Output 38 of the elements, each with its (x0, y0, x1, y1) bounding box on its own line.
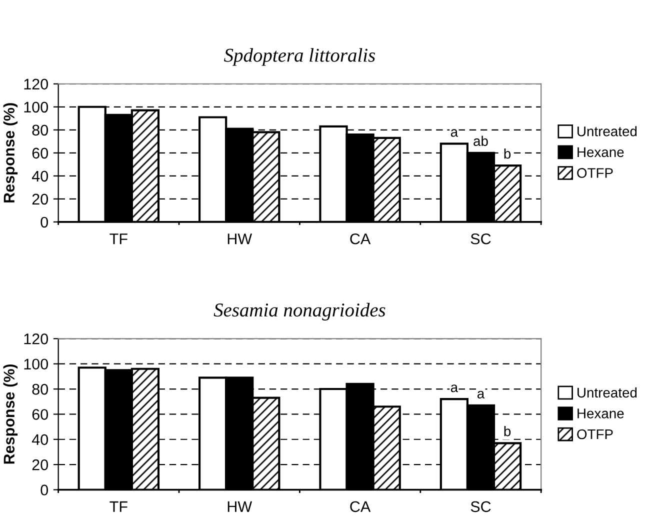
x-tick-label: SC (470, 501, 491, 512)
y-tick-label: 120 (24, 334, 48, 344)
legend-label: Untreated (578, 126, 637, 136)
chart-title: Sesamia nonagrioides (214, 302, 386, 321)
y-tick-label: 0 (40, 484, 48, 496)
y-tick-label: 20 (32, 459, 48, 470)
x-tick-label: TF (110, 234, 128, 244)
y-tick-label: 60 (32, 148, 48, 159)
legend-label: OTFP (577, 429, 613, 440)
y-tick-label: 40 (32, 170, 48, 182)
x-tick-label: TF (110, 501, 128, 512)
x-tick-label: HW (228, 234, 252, 244)
annotation: a (450, 129, 458, 137)
legend-label: Hexane (578, 147, 624, 158)
y-tick-label: 100 (24, 358, 48, 370)
legend-label: OTFP (577, 168, 613, 178)
annotation: a (477, 390, 485, 398)
y-tick-label: 0 (40, 216, 48, 228)
y-tick-label: 20 (32, 194, 48, 205)
x-tick-label: CA (350, 501, 371, 512)
y-tick-label: 40 (32, 434, 48, 446)
annotation: ab (474, 136, 488, 146)
y-tick-label: 100 (24, 102, 48, 113)
legend-label: Hexane (578, 408, 624, 418)
y-axis-title: Response (%) (3, 103, 18, 202)
annotation: b (504, 426, 511, 436)
y-axis-title: Response (%) (3, 364, 18, 464)
y-tick-label: 80 (32, 384, 48, 395)
y-tick-label: 80 (32, 124, 48, 136)
annotation: b (504, 148, 511, 159)
annotation: a (450, 384, 458, 392)
chart-title: Spdoptera littoralis (224, 48, 376, 66)
x-tick-label: SC (470, 233, 491, 244)
y-tick-label: 60 (32, 409, 48, 420)
x-tick-label: HW (228, 501, 252, 512)
y-tick-label: 120 (24, 78, 48, 90)
x-tick-label: CA (350, 233, 371, 244)
legend-label: Untreated (578, 387, 637, 398)
